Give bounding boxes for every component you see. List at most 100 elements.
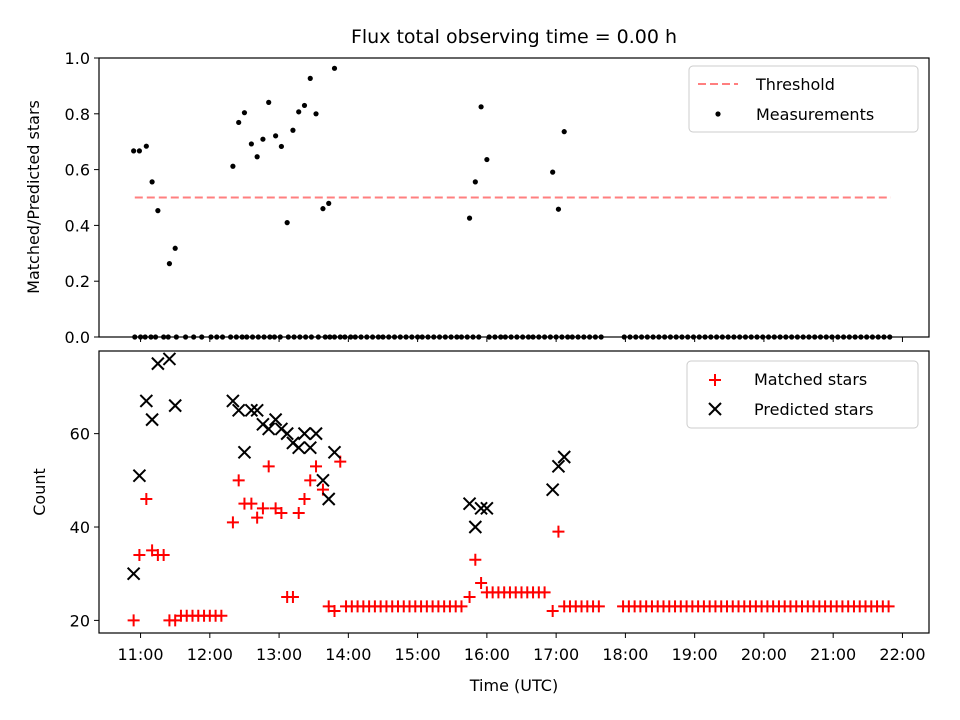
measurement-point — [260, 136, 266, 142]
count-x-tick-label: 11:00 — [118, 645, 164, 664]
predicted-star-point — [139, 394, 154, 408]
predicted-star-point — [145, 412, 159, 427]
ratio-y-tick-label: 0.2 — [65, 272, 90, 291]
count-x-tick-label: 17:00 — [533, 645, 579, 664]
predicted-star-point — [309, 426, 323, 441]
measurement-point — [172, 245, 178, 251]
predicted-star-point — [322, 492, 336, 506]
predicted-star-point — [168, 398, 182, 413]
count-legend: Matched stars Predicted stars — [686, 360, 919, 429]
matched-star-point — [298, 493, 311, 506]
measurement-point — [290, 127, 296, 133]
ratio-y-axis-label: Matched/Predicted stars — [24, 100, 43, 294]
count-y-axis-label: Count — [30, 468, 49, 516]
count-x-tick-label: 20:00 — [741, 645, 787, 664]
matched-stars-points — [127, 455, 895, 627]
count-x-tick-label: 21:00 — [810, 645, 856, 664]
ratio-legend: Threshold Measurements — [688, 65, 919, 133]
matched-star-point — [245, 497, 258, 510]
measurement-point — [301, 102, 308, 109]
matched-star-point — [133, 549, 146, 562]
ratio-legend-box — [688, 65, 919, 133]
measurement-point — [131, 148, 137, 154]
measurement-point — [273, 133, 279, 139]
predicted-star-point — [297, 426, 312, 441]
ratio-y-ticks: 0.0 0.2 0.4 0.6 0.8 1.0 — [65, 49, 99, 347]
matched-star-point — [882, 600, 895, 613]
ratio-y-tick-label: 1.0 — [65, 49, 90, 68]
predicted-star-point — [132, 468, 147, 483]
chart-title: Flux total observing time = 0.00 h — [351, 26, 677, 48]
matched-star-point — [286, 591, 299, 604]
measurement-point — [284, 220, 290, 226]
matched-star-point — [328, 605, 341, 618]
measurement-point — [472, 179, 478, 185]
matched-star-point — [292, 507, 305, 520]
measurement-point — [278, 143, 284, 150]
count-x-tick-label: 15:00 — [395, 645, 441, 664]
matched-star-point — [275, 507, 288, 520]
matched-star-point — [546, 605, 559, 618]
ratio-y-tick-label: 0.6 — [65, 161, 90, 180]
measurement-point — [149, 179, 155, 185]
measurement-point — [254, 154, 260, 160]
predicted-star-point — [162, 352, 177, 366]
predicted-star-point — [474, 501, 488, 516]
predicted-star-point — [126, 566, 141, 581]
matched-star-point — [463, 591, 476, 604]
ratio-panel: 0.0 0.2 0.4 0.6 0.8 1.0 Matched/Predicted sta… — [24, 49, 930, 347]
predicted-star-point — [468, 520, 483, 534]
measurement-point — [484, 156, 490, 163]
ratio-y-tick-label: 0.0 — [65, 328, 90, 347]
matched-star-point — [310, 460, 323, 473]
ratio-y-tick-label: 0.8 — [65, 105, 90, 124]
ratio-axes-frame — [98, 57, 930, 338]
matched-star-point — [592, 600, 605, 613]
measurement-point — [155, 208, 161, 214]
measurement-point — [555, 206, 562, 212]
predicted-star-point — [151, 356, 165, 371]
count-x-axis-label: Time (UTC) — [469, 676, 558, 695]
measurement-point — [296, 109, 302, 115]
count-legend-box — [686, 360, 919, 429]
matched-star-point — [226, 516, 239, 529]
legend-threshold-label: Threshold — [755, 75, 835, 94]
predicted-stars-points — [126, 352, 571, 581]
measurement-point — [166, 261, 173, 267]
count-x-tick-label: 13:00 — [256, 645, 302, 664]
predicted-star-point — [303, 440, 317, 455]
predicted-star-point — [316, 473, 330, 488]
legend-measurements-label: Measurements — [756, 105, 874, 124]
predicted-star-point — [237, 445, 252, 460]
count-x-tick-label: 14:00 — [325, 645, 371, 664]
predicted-star-point — [250, 403, 264, 418]
legend-matched-label: Matched stars — [754, 370, 867, 389]
matched-star-point — [251, 511, 264, 524]
count-panel: 20 40 60 11:00 12:00 13:00 14:00 15:00 16:00 17:… — [30, 350, 930, 695]
predicted-star-point — [261, 422, 276, 436]
matched-star-point — [262, 460, 275, 473]
legend-matched-swatch — [709, 374, 721, 386]
matched-star-point — [215, 609, 228, 622]
predicted-star-point — [551, 459, 566, 474]
count-x-tick-label: 22:00 — [879, 645, 925, 664]
measurement-point — [313, 111, 319, 117]
measurement-point — [320, 206, 326, 212]
legend-predicted-label: Predicted stars — [754, 400, 874, 419]
measurement-point — [561, 129, 567, 135]
count-x-tick-label: 18:00 — [602, 645, 648, 664]
measurement-point — [550, 169, 556, 175]
count-y-tick-label: 40 — [70, 518, 90, 537]
count-y-tick-label: 60 — [70, 425, 90, 444]
count-x-tick-label: 16:00 — [464, 645, 510, 664]
measurement-point — [241, 110, 248, 116]
predicted-star-point — [545, 482, 560, 497]
predicted-star-point — [292, 440, 306, 455]
measurement-point — [230, 163, 236, 169]
count-y-tick-label: 20 — [70, 611, 90, 630]
predicted-star-point — [480, 501, 494, 516]
measurement-point — [331, 65, 338, 71]
count-x-tick-label: 12:00 — [187, 645, 233, 664]
predicted-star-point — [231, 403, 246, 418]
